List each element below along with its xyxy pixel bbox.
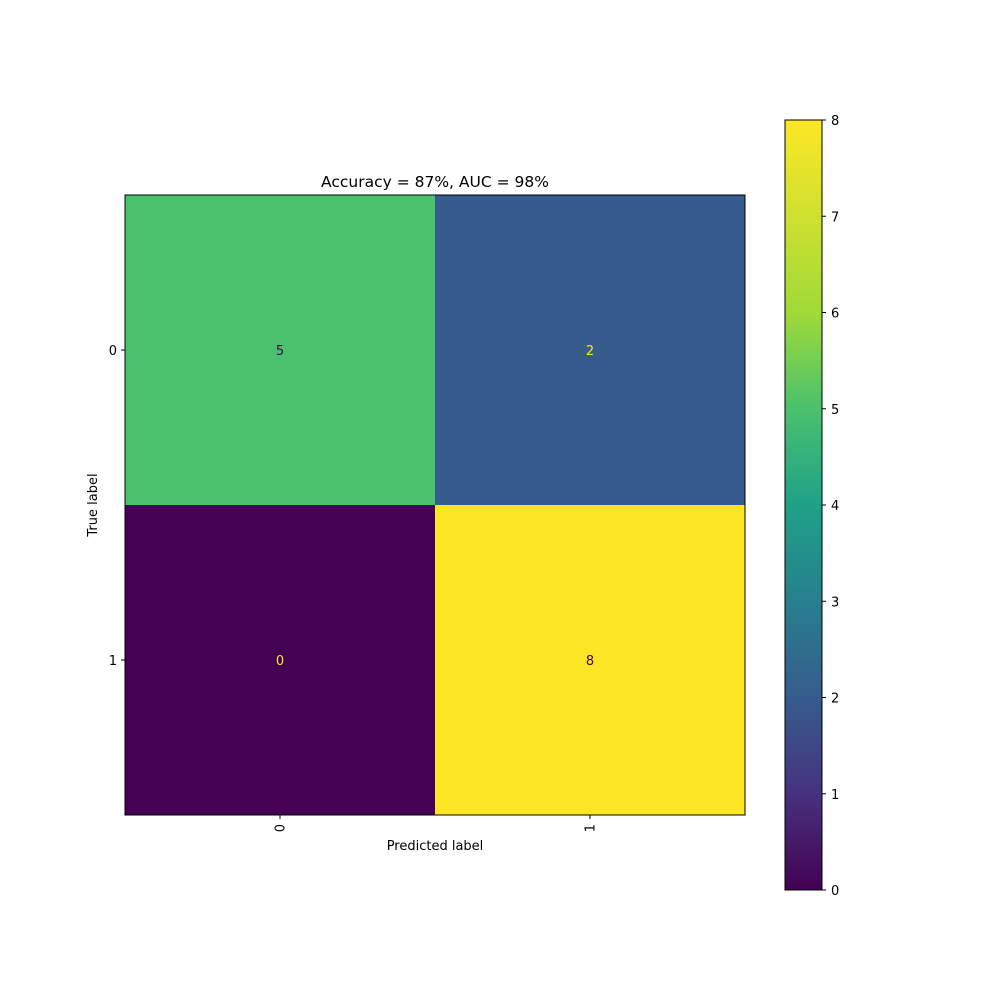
colorbar-tick-label: 2 <box>831 692 839 707</box>
heatmap-cells <box>125 195 746 816</box>
colorbar-ticks: 0 1 2 3 4 5 6 7 8 <box>822 114 839 899</box>
colorbar-tick-label: 1 <box>831 788 839 803</box>
colorbar-tick-label: 3 <box>831 595 839 610</box>
y-tick-label: 1 <box>109 654 117 669</box>
cell-value-label: 8 <box>586 654 594 669</box>
cell-value-label: 0 <box>276 654 284 669</box>
y-axis-ticks: 01 <box>109 344 125 669</box>
y-tick-label: 0 <box>109 344 117 359</box>
cell-value-label: 2 <box>586 344 594 359</box>
x-tick-label: 0 <box>274 824 289 832</box>
y-axis-label: True label <box>86 473 101 537</box>
colorbar-tick-label: 5 <box>831 403 839 418</box>
heatmap-cell <box>125 195 436 506</box>
chart-title: Accuracy = 87%, AUC = 98% <box>321 173 549 191</box>
heatmap-cell <box>435 505 746 816</box>
x-tick-label: 1 <box>584 824 599 832</box>
colorbar-tick-label: 6 <box>831 307 839 322</box>
plot-frame <box>124 194 746 816</box>
cell-value-label: 5 <box>276 344 284 359</box>
heatmap-cell <box>125 505 436 816</box>
colorbar-tick-label: 4 <box>831 499 839 514</box>
heatmap-cell <box>435 195 746 506</box>
cell-value-labels: 5 2 0 8 <box>276 344 594 669</box>
colorbar: 0 1 2 3 4 5 6 7 8 <box>784 114 839 899</box>
colorbar-tick-label: 8 <box>831 114 839 129</box>
x-axis-label: Predicted label <box>387 839 484 854</box>
colorbar-tick-label: 7 <box>831 210 839 225</box>
colorbar-tick-label: 0 <box>831 884 839 899</box>
colorbar-gradient <box>784 119 823 891</box>
